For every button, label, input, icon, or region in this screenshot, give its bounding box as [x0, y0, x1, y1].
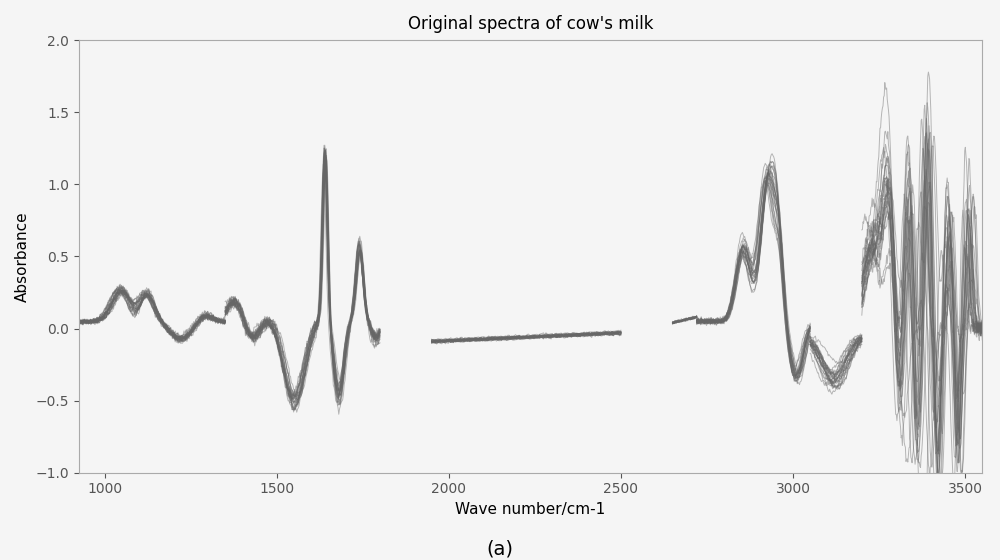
Y-axis label: Absorbance: Absorbance — [15, 211, 30, 302]
Title: Original spectra of cow's milk: Original spectra of cow's milk — [408, 15, 653, 33]
X-axis label: Wave number/cm-1: Wave number/cm-1 — [455, 502, 606, 517]
Text: (a): (a) — [486, 539, 514, 558]
